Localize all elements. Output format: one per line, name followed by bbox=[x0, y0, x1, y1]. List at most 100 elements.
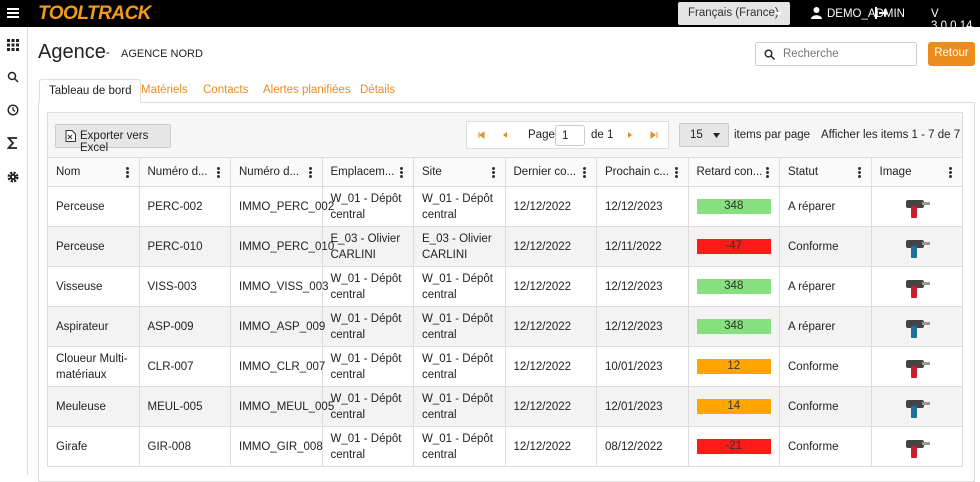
tab[interactable]: Détails bbox=[360, 84, 396, 96]
nav-search[interactable] bbox=[7, 71, 19, 83]
tab[interactable]: Tableau de bord bbox=[39, 79, 142, 103]
nav-history[interactable] bbox=[7, 104, 19, 116]
retard-badge: 348 bbox=[696, 279, 771, 294]
menu-icon[interactable] bbox=[7, 7, 20, 20]
grid-cell: Visseuse bbox=[47, 266, 140, 307]
grid-cell: -47 bbox=[687, 226, 780, 267]
pager-next-last[interactable] bbox=[617, 126, 665, 144]
grid-cell: IMMO_VISS_003 bbox=[230, 266, 328, 307]
column-menu[interactable] bbox=[308, 167, 312, 170]
tab[interactable]: Alertes planifiées bbox=[263, 84, 351, 96]
image-cell bbox=[870, 386, 963, 427]
grid-row[interactable]: Meuleuse MEUL-005 IMMO_MEUL_005 W_01 - Dépô… bbox=[47, 386, 963, 427]
column-header[interactable]: Dernier co... bbox=[504, 157, 597, 187]
logout-icon[interactable] bbox=[875, 7, 888, 19]
column-header[interactable]: Numéro d... bbox=[138, 157, 231, 187]
cell-text: 12/12/2023 bbox=[605, 280, 663, 293]
grid-cell: 12/01/2023 bbox=[596, 386, 689, 427]
grid-cell: Perceuse bbox=[47, 186, 140, 227]
pager-first-prev[interactable] bbox=[472, 126, 520, 144]
cell-text: 12/12/2022 bbox=[513, 360, 572, 373]
data-grid: Nom Numéro d... Numéro d... Emplacem... Site… bbox=[47, 157, 963, 467]
grid-cell: 12 bbox=[687, 346, 780, 387]
grid-cell: A réparer bbox=[779, 186, 872, 227]
tool-thumbnail bbox=[905, 359, 930, 378]
search-input[interactable]: Recherche bbox=[755, 42, 917, 66]
column-menu[interactable] bbox=[400, 167, 403, 170]
column-header[interactable]: Site bbox=[413, 157, 506, 187]
grid-cell: W_01 - Dépôt central bbox=[413, 186, 506, 227]
grid-cell: 348 bbox=[687, 266, 780, 307]
column-title: Statut bbox=[788, 166, 819, 178]
retard-badge: 14 bbox=[696, 399, 771, 414]
column-menu[interactable] bbox=[674, 167, 678, 170]
nav-settings[interactable] bbox=[7, 171, 19, 183]
page-of: de 1 bbox=[591, 129, 614, 141]
column-header[interactable]: Retard con... bbox=[687, 157, 780, 187]
column-header[interactable]: Prochain c... bbox=[596, 157, 689, 187]
back-button[interactable]: Retour bbox=[928, 42, 975, 66]
cell-text: ASP-009 bbox=[147, 320, 194, 333]
grid-cell: IMMO_PERC_010 bbox=[230, 226, 334, 267]
excel-icon bbox=[65, 130, 76, 142]
tab[interactable]: Matériels bbox=[141, 84, 188, 96]
cell-text: A réparer bbox=[788, 200, 836, 213]
nav-sum[interactable] bbox=[7, 137, 19, 149]
column-menu[interactable] bbox=[949, 167, 952, 170]
column-header[interactable]: Nom bbox=[47, 157, 140, 187]
grid-row[interactable]: Cloueur Multi-matériaux CLR-007 IMMO_CLR_0… bbox=[47, 346, 963, 387]
grid-cell: 12/12/2023 bbox=[596, 186, 689, 227]
grid-cell: W_01 - Dépôt central bbox=[413, 346, 506, 387]
column-menu[interactable] bbox=[217, 167, 220, 170]
column-menu[interactable] bbox=[857, 167, 861, 170]
grid-row[interactable]: Perceuse PERC-010 IMMO_PERC_010 E_03 - Oliv… bbox=[47, 226, 963, 267]
cell-text: IMMO_MEUL_005 bbox=[239, 400, 335, 413]
grid-cell: 12/12/2023 bbox=[596, 306, 689, 347]
image-cell bbox=[870, 226, 963, 267]
column-header[interactable]: Statut bbox=[779, 157, 872, 187]
grid-cell: 08/12/2022 bbox=[596, 426, 689, 467]
cell-text: 12/12/2023 bbox=[605, 320, 663, 333]
grid-cell: 12/12/2022 bbox=[504, 266, 597, 307]
logo[interactable]: TOOLTRACK bbox=[38, 3, 152, 24]
column-header[interactable]: Numéro d... bbox=[230, 157, 323, 187]
page-input[interactable]: 1 bbox=[555, 125, 585, 146]
cell-text: 12/12/2022 bbox=[513, 320, 572, 333]
grid-row[interactable]: Aspirateur ASP-009 IMMO_ASP_009 W_01 - Dépô… bbox=[47, 306, 963, 347]
column-header[interactable]: Image bbox=[870, 157, 963, 187]
grid-cell: 10/01/2023 bbox=[596, 346, 689, 387]
page-size-select[interactable]: 15 bbox=[679, 123, 729, 147]
nav-dashboard[interactable] bbox=[7, 39, 19, 51]
retard-badge: 348 bbox=[696, 199, 771, 214]
column-title: Numéro d... bbox=[239, 166, 300, 178]
cell-text: Cloueur Multi-matériaux bbox=[56, 352, 128, 381]
grid-cell: Aspirateur bbox=[47, 306, 140, 347]
column-menu[interactable] bbox=[583, 167, 586, 170]
grid-row[interactable]: Girafe GIR-008 IMMO_GIR_008 W_01 - Dépôt ce… bbox=[47, 426, 963, 467]
grid-cell: MEUL-005 bbox=[138, 386, 231, 427]
user-name[interactable]: DEMO_ADMIN bbox=[827, 8, 905, 20]
grid-row[interactable]: Perceuse PERC-002 IMMO_PERC_002 W_01 - Dépô… bbox=[47, 186, 963, 227]
column-menu[interactable] bbox=[491, 167, 495, 170]
cell-text: IMMO_VISS_003 bbox=[239, 280, 329, 293]
column-title: Image bbox=[879, 166, 912, 178]
cell-text: IMMO_PERC_010 bbox=[239, 240, 335, 253]
grid-row[interactable]: Visseuse VISS-003 IMMO_VISS_003 W_01 - Dépô… bbox=[47, 266, 963, 307]
tool-thumbnail bbox=[905, 199, 930, 218]
tab[interactable]: Contacts bbox=[203, 84, 249, 96]
cell-text: 12/11/2022 bbox=[605, 240, 662, 253]
user-icon bbox=[811, 7, 822, 19]
grid-cell: 12/12/2022 bbox=[504, 346, 597, 387]
column-menu[interactable] bbox=[766, 167, 769, 170]
grid-cell: 12/12/2022 bbox=[504, 186, 597, 227]
tool-thumbnail bbox=[905, 239, 930, 258]
cell-text: Visseuse bbox=[56, 280, 103, 293]
export-button[interactable]: Exporter vers Excel bbox=[55, 124, 171, 154]
column-title: Emplacem... bbox=[330, 166, 395, 178]
grid-cell: A réparer bbox=[779, 306, 872, 347]
language-select[interactable]: Français (France) bbox=[678, 2, 790, 25]
column-header[interactable]: Emplacem... bbox=[321, 157, 414, 187]
column-menu[interactable] bbox=[125, 167, 129, 170]
version: V 3.0.0.14 bbox=[931, 8, 973, 32]
image-cell bbox=[870, 306, 963, 347]
